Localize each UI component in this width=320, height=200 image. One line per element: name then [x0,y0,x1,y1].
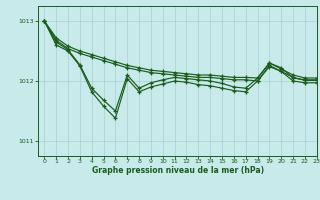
X-axis label: Graphe pression niveau de la mer (hPa): Graphe pression niveau de la mer (hPa) [92,166,264,175]
